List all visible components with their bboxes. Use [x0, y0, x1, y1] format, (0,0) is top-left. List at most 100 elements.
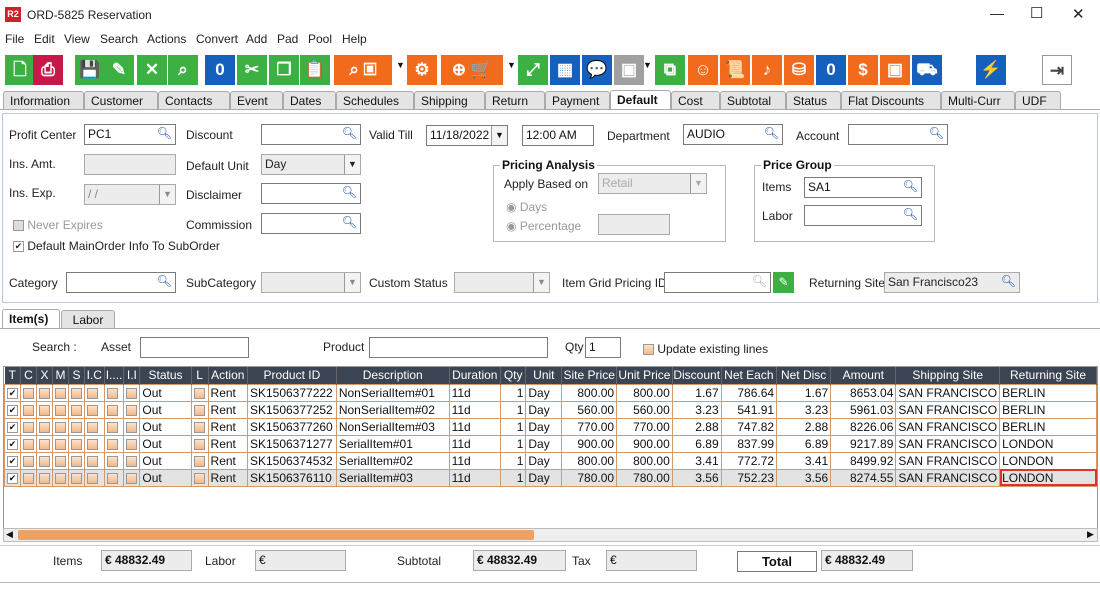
search-icon[interactable]: 🔍︎	[341, 185, 357, 199]
checkbox[interactable]	[55, 421, 66, 433]
cell-status[interactable]: Out	[139, 400, 192, 419]
cell-product-id[interactable]: SK1506374532	[246, 451, 337, 470]
checkbox[interactable]	[126, 387, 138, 399]
cell-returning-site[interactable]: LONDON	[999, 451, 1097, 470]
cell-unit[interactable]: Day	[525, 468, 563, 487]
column-header[interactable]: Status	[139, 367, 192, 384]
column-header[interactable]: Unit Price	[616, 367, 673, 384]
checkbox[interactable]	[193, 472, 205, 484]
calendar-button[interactable]: ▣	[614, 55, 644, 85]
column-header[interactable]: Discount	[672, 367, 722, 384]
checkbox[interactable]	[87, 455, 98, 467]
purchase-order-cart-button[interactable]: ⊕ 🛒	[441, 55, 503, 85]
row-flag-cell[interactable]	[20, 468, 37, 487]
checkbox[interactable]	[55, 404, 66, 416]
checkbox[interactable]	[193, 455, 205, 467]
cell-returning-site[interactable]: LONDON	[999, 468, 1097, 487]
discount-input[interactable]: 🔍︎	[261, 124, 361, 145]
menu-file[interactable]: File	[5, 32, 25, 46]
checkbox[interactable]	[23, 421, 34, 433]
row-flag-cell[interactable]	[20, 383, 37, 402]
row-flag-cell[interactable]	[84, 468, 105, 487]
menu-help[interactable]: Help	[342, 32, 367, 46]
cell-net-each[interactable]: 772.72	[720, 451, 778, 470]
checkbox[interactable]	[126, 404, 138, 416]
cell-unit-price[interactable]: 800.00	[616, 451, 673, 470]
tab-udf[interactable]: UDF	[1015, 91, 1061, 109]
cell-net-disc[interactable]: 3.23	[776, 400, 832, 419]
search-box-button[interactable]: ⌕ ▣	[334, 55, 392, 85]
checkbox[interactable]	[193, 438, 205, 450]
tab-event[interactable]: Event	[230, 91, 283, 109]
checkbox[interactable]	[39, 387, 50, 399]
cell-description[interactable]: SerialItem#01	[335, 434, 450, 453]
cell-action[interactable]: Rent	[207, 468, 248, 487]
checkbox[interactable]	[71, 404, 82, 416]
item-grid-pricing-input[interactable]: 🔍︎	[664, 272, 771, 293]
percentage-radio[interactable]: ◉ Percentage	[506, 219, 582, 233]
cell-net-disc[interactable]: 6.89	[776, 434, 832, 453]
row-flag-cell[interactable]	[84, 417, 105, 436]
gears-button[interactable]: ⚙	[407, 55, 437, 85]
tab-schedules[interactable]: Schedules	[336, 91, 414, 109]
column-header[interactable]: I....	[104, 367, 125, 384]
checked-checkbox[interactable]: ✔	[7, 438, 18, 450]
row-flag-cell[interactable]	[123, 434, 141, 453]
cell-site-price[interactable]: 560.00	[561, 400, 618, 419]
cell-description[interactable]: NonSerialItem#03	[335, 417, 450, 436]
checkbox[interactable]	[126, 438, 138, 450]
percentage-input[interactable]	[598, 214, 670, 235]
tab-labor[interactable]: Labor	[61, 310, 115, 328]
row-flag-cell[interactable]	[20, 417, 37, 436]
cell-unit[interactable]: Day	[525, 451, 563, 470]
row-flag-cell[interactable]: ✔	[4, 417, 21, 436]
row-flag-cell[interactable]	[103, 383, 125, 402]
profit-center-input[interactable]: PC1 🔍︎	[84, 124, 176, 145]
menu-add[interactable]: Add	[246, 32, 268, 46]
checkbox[interactable]	[193, 421, 205, 433]
cell-net-disc[interactable]: 1.67	[776, 383, 832, 402]
checkbox[interactable]	[126, 472, 138, 484]
row-flag-cell[interactable]	[84, 400, 105, 419]
checkbox[interactable]	[71, 387, 82, 399]
tab-subtotal[interactable]: Subtotal	[720, 91, 786, 109]
column-header[interactable]: Returning Site	[999, 367, 1097, 384]
row-l-cell[interactable]	[190, 468, 209, 487]
row-flag-cell[interactable]	[52, 417, 69, 436]
row-flag-cell[interactable]	[68, 451, 85, 470]
qty-input[interactable]: 1	[585, 337, 621, 358]
cell-action[interactable]: Rent	[207, 383, 248, 402]
cell-action[interactable]: Rent	[207, 434, 248, 453]
row-flag-cell[interactable]: ✔	[4, 383, 21, 402]
cell-amount[interactable]: 8274.55	[830, 468, 897, 487]
cell-product-id[interactable]: SK1506376110	[246, 468, 337, 487]
exit-button[interactable]: ⇥	[1042, 55, 1072, 85]
cell-site-price[interactable]: 800.00	[561, 383, 618, 402]
tab-payment[interactable]: Payment	[545, 91, 610, 109]
table-row[interactable]: ✔ Out Rent SK1506377222 NonSerialItem#01 11d 1…	[4, 383, 1097, 402]
table-row[interactable]: ✔ Out Rent SK1506374532 SerialItem#02 11d 1 Day…	[4, 451, 1097, 470]
chevron-down-icon[interactable]: ▼	[690, 174, 706, 193]
row-flag-cell[interactable]: ✔	[4, 434, 21, 453]
checkbox[interactable]	[71, 421, 82, 433]
subcategory-select[interactable]: ▼	[261, 272, 361, 293]
table-row[interactable]: ✔ Out Rent SK1506371277 SerialItem#01 11d 1 Day…	[4, 434, 1097, 453]
column-header[interactable]: C	[20, 367, 37, 384]
product-input[interactable]	[369, 337, 548, 358]
row-l-cell[interactable]	[190, 417, 209, 436]
cell-shipping-site[interactable]: SAN FRANCISCO	[895, 383, 1001, 402]
cell-discount[interactable]: 3.56	[671, 468, 722, 487]
toolbar-dropdown-icon[interactable]: ▼	[396, 60, 405, 70]
cell-amount[interactable]: 5961.03	[830, 400, 897, 419]
row-flag-cell[interactable]	[36, 417, 53, 436]
scrollbar-thumb[interactable]	[18, 530, 534, 540]
row-flag-cell[interactable]	[20, 400, 37, 419]
returning-site-input[interactable]: San Francisco23 🔍︎	[884, 272, 1020, 293]
cell-status[interactable]: Out	[139, 451, 192, 470]
table-row[interactable]: ✔ Out Rent SK1506376110 SerialItem#03 11d 1 Day…	[4, 468, 1097, 487]
checkbox[interactable]	[87, 438, 98, 450]
row-flag-cell[interactable]	[103, 434, 125, 453]
save-button[interactable]: 💾	[75, 55, 105, 85]
menu-search[interactable]: Search	[100, 32, 139, 46]
menu-pool[interactable]: Pool	[308, 32, 333, 46]
